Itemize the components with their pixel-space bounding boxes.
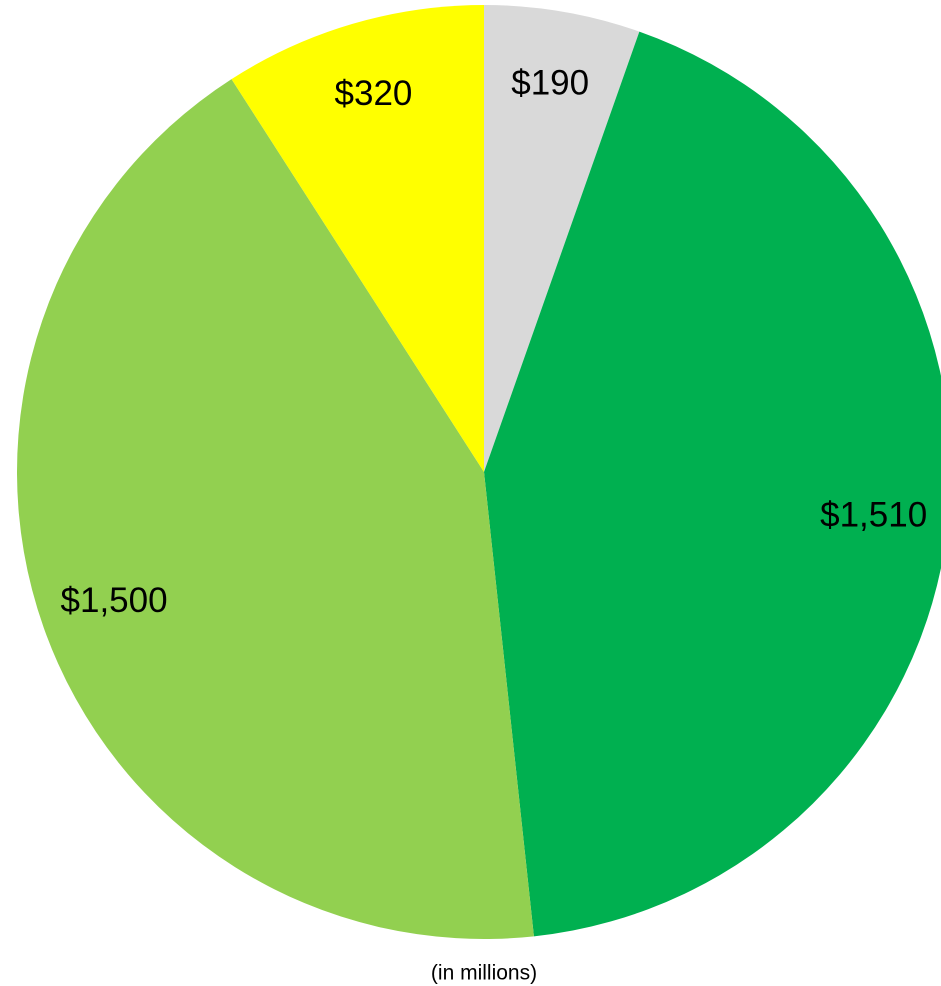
data-label: $1,500 [61,581,168,620]
data-label: $190 [511,64,589,103]
pie [16,5,941,939]
pie-slice [231,5,484,472]
pie-slice [484,5,640,472]
data-label: $1,510 [820,496,927,535]
data-labels: $190 $1,510 $1,500 $320 [61,64,928,620]
pie-slice [16,79,534,939]
pie-slice [484,31,941,937]
data-label: $320 [335,74,413,113]
chart-subtitle: (in millions) [431,962,537,985]
